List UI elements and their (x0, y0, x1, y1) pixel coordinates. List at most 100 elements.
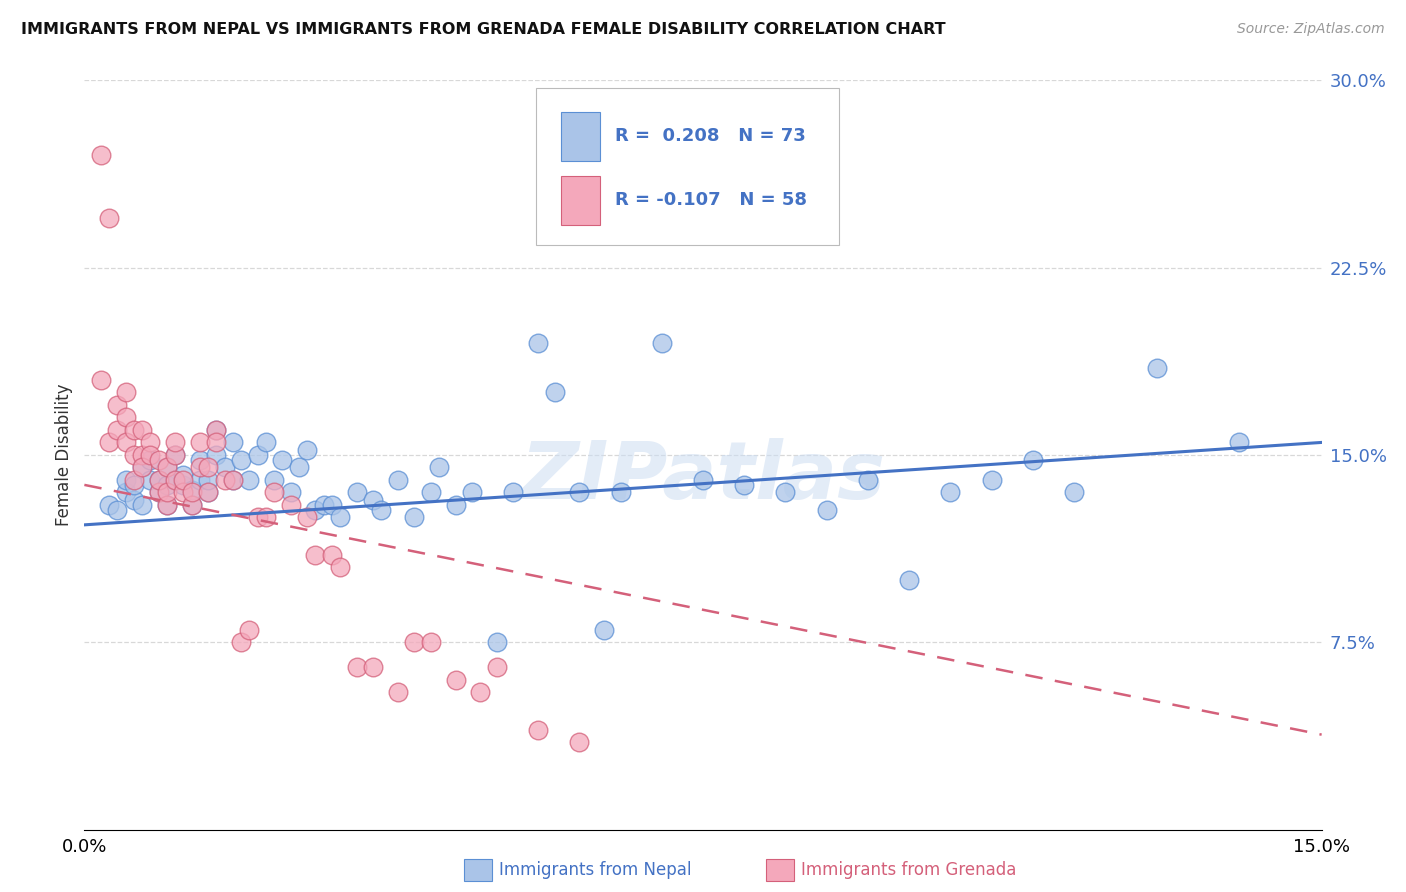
Point (898, 573, 921, 587)
Point (131, 448, 153, 462)
Point (139, 473, 162, 487)
Point (98, 498, 121, 512)
FancyBboxPatch shape (561, 176, 600, 225)
Point (131, 498, 153, 512)
Text: ZIPatlas: ZIPatlas (520, 438, 886, 516)
Point (329, 560, 352, 574)
Point (361, 492, 384, 507)
Point (346, 660, 368, 674)
Point (361, 660, 384, 674)
Point (214, 460, 236, 475)
Point (485, 660, 508, 674)
Text: R = -0.107   N = 58: R = -0.107 N = 58 (616, 191, 807, 209)
Point (205, 423, 228, 437)
Point (543, 385, 565, 400)
Point (1022, 453, 1045, 467)
Point (461, 485, 484, 500)
Point (105, 423, 128, 437)
Point (1146, 360, 1168, 375)
Point (263, 473, 285, 487)
Point (427, 460, 450, 475)
FancyBboxPatch shape (561, 112, 600, 161)
Text: IMMIGRANTS FROM NEPAL VS IMMIGRANTS FROM GRENADA FEMALE DISABILITY CORRELATION C: IMMIGRANTS FROM NEPAL VS IMMIGRANTS FROM… (21, 22, 946, 37)
Point (419, 485, 441, 500)
Point (188, 473, 211, 487)
Point (733, 478, 755, 492)
Text: Immigrants from Grenada: Immigrants from Grenada (801, 861, 1017, 879)
Point (180, 498, 202, 512)
Point (387, 685, 409, 699)
Point (98, 435, 121, 450)
Point (939, 485, 962, 500)
Point (321, 498, 343, 512)
Point (1227, 435, 1250, 450)
Point (165, 473, 187, 487)
Point (634, 186, 657, 200)
Point (485, 635, 508, 649)
Point (502, 485, 524, 500)
Point (444, 673, 467, 687)
Point (222, 473, 245, 487)
Point (419, 635, 441, 649)
Point (114, 385, 136, 400)
Point (775, 485, 797, 500)
Point (122, 423, 145, 437)
Point (254, 510, 277, 524)
Point (148, 485, 170, 500)
Point (188, 460, 211, 475)
Point (197, 485, 219, 500)
Point (156, 485, 179, 500)
Point (156, 498, 179, 512)
Point (114, 485, 136, 500)
Point (165, 435, 187, 450)
Point (131, 423, 153, 437)
Point (105, 503, 128, 517)
Point (280, 498, 302, 512)
Point (304, 503, 326, 517)
Point (238, 623, 260, 637)
Point (139, 453, 162, 467)
Point (148, 473, 170, 487)
Point (856, 473, 879, 487)
Point (593, 623, 616, 637)
Y-axis label: Female Disability: Female Disability (55, 384, 73, 526)
Point (205, 448, 228, 462)
Point (90, 148, 112, 162)
Point (131, 460, 153, 475)
Point (205, 423, 228, 437)
Point (288, 460, 311, 475)
Point (609, 485, 631, 500)
Point (122, 448, 145, 462)
Point (180, 498, 202, 512)
Point (114, 435, 136, 450)
Point (229, 635, 252, 649)
Point (387, 473, 409, 487)
Point (172, 467, 194, 482)
Point (1063, 485, 1085, 500)
Point (470, 685, 492, 699)
Point (197, 485, 219, 500)
Point (527, 335, 550, 350)
Point (404, 635, 426, 649)
Point (148, 473, 170, 487)
Point (122, 492, 145, 507)
Point (139, 435, 162, 450)
Point (188, 435, 211, 450)
Point (180, 483, 202, 497)
Point (156, 460, 179, 475)
Point (271, 453, 294, 467)
Point (122, 473, 145, 487)
Point (98, 211, 121, 225)
Point (254, 435, 277, 450)
Point (312, 498, 335, 512)
Point (263, 485, 285, 500)
Point (568, 485, 591, 500)
Point (197, 460, 219, 475)
Point (165, 448, 187, 462)
Text: Immigrants from Nepal: Immigrants from Nepal (499, 861, 692, 879)
Point (815, 503, 838, 517)
Point (280, 485, 302, 500)
FancyBboxPatch shape (536, 87, 839, 245)
Point (321, 548, 343, 562)
Point (148, 453, 170, 467)
